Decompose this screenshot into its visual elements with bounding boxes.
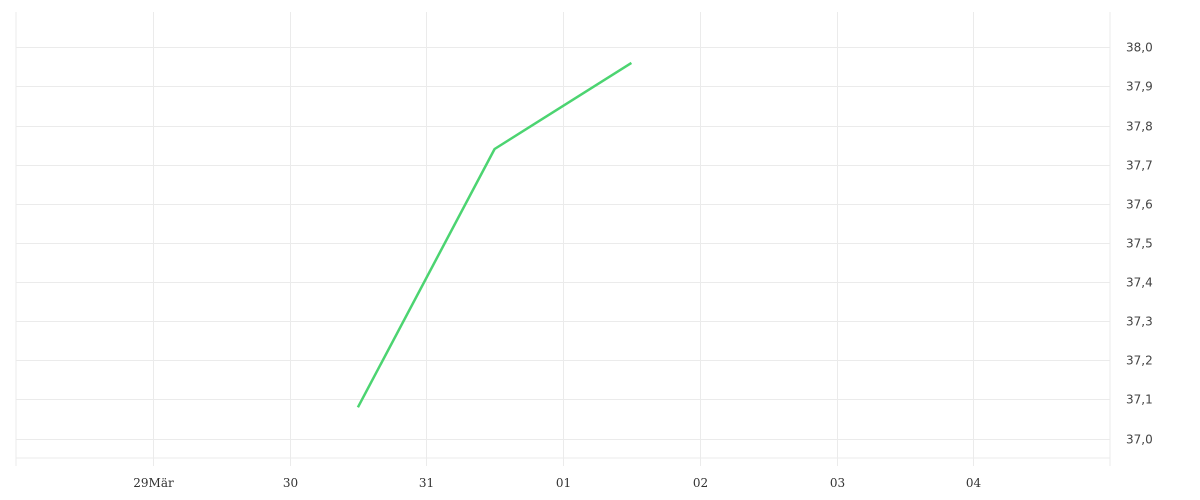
y-tick-label: 37,5: [1126, 237, 1153, 251]
series-group: [356, 61, 633, 408]
y-tick-label: 37,7: [1126, 159, 1153, 173]
y-tick-label: 37,8: [1126, 120, 1153, 134]
y-tick-label: 37,3: [1126, 315, 1153, 329]
y-tick-label: 37,0: [1126, 433, 1153, 447]
y-tick-label: 37,4: [1126, 276, 1153, 290]
x-tick-label: 02: [693, 476, 708, 490]
y-tick-label: 37,9: [1126, 80, 1153, 94]
horizontal-gridlines: [16, 47, 1110, 459]
x-axis: 29Mär 30 31 01 02 03 04: [133, 476, 981, 490]
x-tick-label: 03: [830, 476, 845, 490]
x-tick-label: 29Mär: [133, 476, 174, 490]
y-tick-label: 38,0: [1126, 41, 1153, 55]
vertical-gridlines: [15, 12, 1111, 466]
x-tick-label: 04: [966, 476, 982, 490]
x-tick-label: 31: [419, 476, 434, 490]
y-tick-label: 37,6: [1126, 198, 1153, 212]
y-tick-label: 37,2: [1126, 354, 1153, 368]
x-tick-label: 01: [556, 476, 571, 490]
y-axis: 38,0 37,9 37,8 37,7 37,6 37,5 37,4 37,3 37,2 37,1…: [1126, 41, 1153, 447]
series-line: [356, 61, 633, 408]
x-tick-label: 30: [283, 476, 298, 490]
y-tick-label: 37,1: [1126, 393, 1153, 407]
